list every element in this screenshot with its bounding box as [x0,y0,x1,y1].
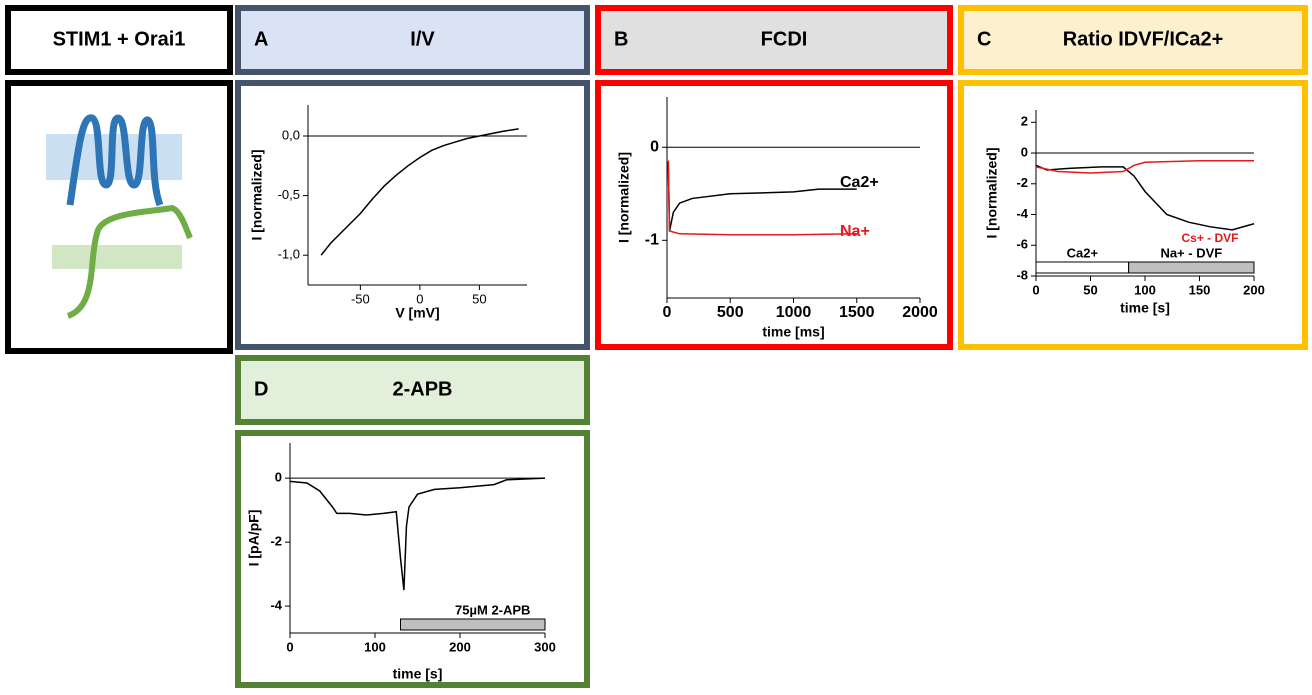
panel-header: STIM1 + Orai1 [53,28,186,50]
chart-title: 2-APB [392,378,452,400]
y-axis-label: I [pA/pF] [246,510,262,567]
y-tick-label: -2 [270,534,282,549]
x-tick-label: -50 [351,291,370,306]
x-tick-label: 50 [1083,282,1097,297]
x-tick-label: 100 [1134,282,1156,297]
chart-box [235,430,590,688]
y-axis-label: I [normalized] [616,152,632,243]
stim1 [66,114,164,207]
series-label: Ca2+ [840,174,879,191]
y-axis-label: I [normalized] [984,147,1000,238]
x-tick-label: 0 [416,291,423,306]
stimulus-bar [400,618,546,631]
x-axis-label: time [ms] [762,324,824,340]
y-tick-label: 0 [1021,144,1028,159]
y-tick-label: -2 [1016,175,1028,190]
header-box [958,5,1308,75]
y-tick-label: 0 [275,470,282,485]
x-axis-label: V [mV] [395,305,439,321]
stimulus-label: Na+ - DVF [1160,245,1222,260]
x-tick-label: 100 [364,639,386,654]
x-tick-label: 0 [286,639,293,654]
stimulus-bar [1035,261,1130,274]
data-line [1035,159,1254,174]
x-tick-label: 0 [663,304,672,321]
y-tick-label: -4 [1016,206,1028,221]
data-line [667,160,857,236]
series-label: Na+ [840,223,870,240]
header-box [235,355,590,425]
panel-letter: D [254,378,268,400]
x-tick-label: 300 [534,639,556,654]
x-tick-label: 50 [472,291,486,306]
y-tick-label: -4 [270,598,282,613]
x-tick-label: 200 [449,639,471,654]
y-tick-label: 0 [650,138,659,155]
x-tick-label: 150 [1189,282,1211,297]
y-axis-label: I [normalized] [249,149,265,240]
series-label: Cs+ - DVF [1181,231,1238,245]
y-tick-label: 0,0 [282,127,300,142]
y-tick-label: -0,5 [278,187,300,202]
panel-letter: B [614,28,628,50]
chart-title: Ratio IDVF/ICa2+ [1063,28,1224,50]
panel-letter: A [254,28,268,50]
x-axis-label: time [s] [393,666,443,682]
x-tick-label: 1500 [839,304,875,321]
x-tick-label: 2000 [902,304,938,321]
header-box [235,5,590,75]
chart-title: I/V [410,28,435,50]
stimulus-label: Ca2+ [1067,245,1099,260]
x-tick-label: 1000 [776,304,812,321]
chart-box [235,80,590,350]
x-tick-label: 200 [1243,282,1265,297]
orai1 [66,204,193,319]
header-box [5,5,233,75]
y-tick-label: -6 [1016,237,1028,252]
x-tick-label: 500 [717,304,744,321]
panel-letter: C [977,28,991,50]
y-tick-label: -1 [645,232,659,249]
data-line [1035,164,1255,231]
membrane [52,245,182,269]
header-box [595,5,953,75]
x-tick-label: 0 [1032,282,1039,297]
data-line [320,128,519,256]
chart-title: FCDI [761,28,808,50]
x-axis-label: time [s] [1120,300,1170,316]
y-tick-label: -8 [1016,267,1028,282]
y-tick-label: -1,0 [278,247,300,262]
y-tick-label: 2 [1021,114,1028,129]
stimulus-label: 75µM 2-APB [455,602,530,617]
data-line [289,477,546,591]
stimulus-bar [1128,261,1255,274]
chart-box [958,80,1308,350]
chart-box [595,80,953,350]
